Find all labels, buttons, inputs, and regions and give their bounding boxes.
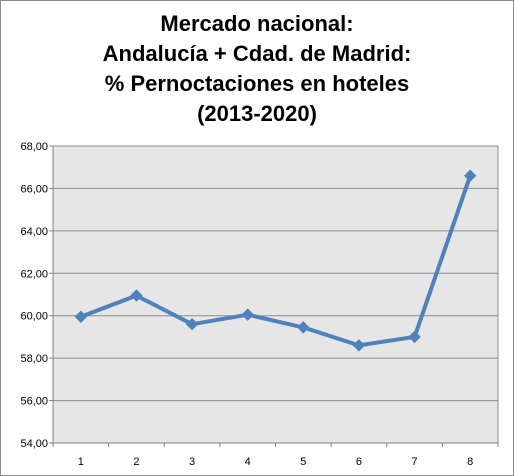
data-point-marker: [463, 169, 477, 182]
data-point-marker: [74, 310, 88, 323]
data-point-marker: [185, 317, 199, 331]
data-point-marker: [241, 308, 254, 321]
y-tick-label: 56,00: [20, 396, 48, 408]
data-point-marker: [297, 321, 310, 334]
title-line-3: % Pernoctaciones en hoteles: [104, 71, 410, 96]
y-tick-label: 66,00: [20, 183, 48, 195]
y-tick-label: 54,00: [20, 438, 48, 450]
x-tick-label: 1: [78, 456, 84, 468]
x-tick-label: 2: [133, 456, 139, 468]
data-point-marker: [408, 330, 421, 344]
y-tick-label: 58,00: [20, 353, 48, 365]
x-tick-label: 6: [356, 456, 362, 468]
y-tick-label: 60,00: [20, 311, 48, 323]
plot-area: [52, 145, 499, 444]
y-tick-label: 62,00: [20, 268, 48, 280]
y-tick-label: 64,00: [20, 226, 48, 238]
title-line-2: Andalucía + Cdad. de Madrid:: [102, 41, 412, 66]
y-tick-label: 68,00: [20, 141, 48, 153]
x-tick-label: 5: [300, 456, 306, 468]
x-tick-label: 7: [412, 456, 418, 468]
chart-title: Mercado nacional: Andalucía + Cdad. de M…: [1, 9, 513, 129]
x-tick-label: 4: [245, 456, 251, 468]
data-point-marker: [130, 289, 143, 302]
series-line: [80, 175, 473, 348]
x-tick-label: 3: [189, 456, 195, 468]
title-line-1: Mercado nacional:: [160, 11, 354, 36]
x-tick-label: 8: [467, 456, 473, 468]
data-point-marker: [352, 339, 366, 352]
title-line-4: (2013-2020): [197, 101, 317, 126]
